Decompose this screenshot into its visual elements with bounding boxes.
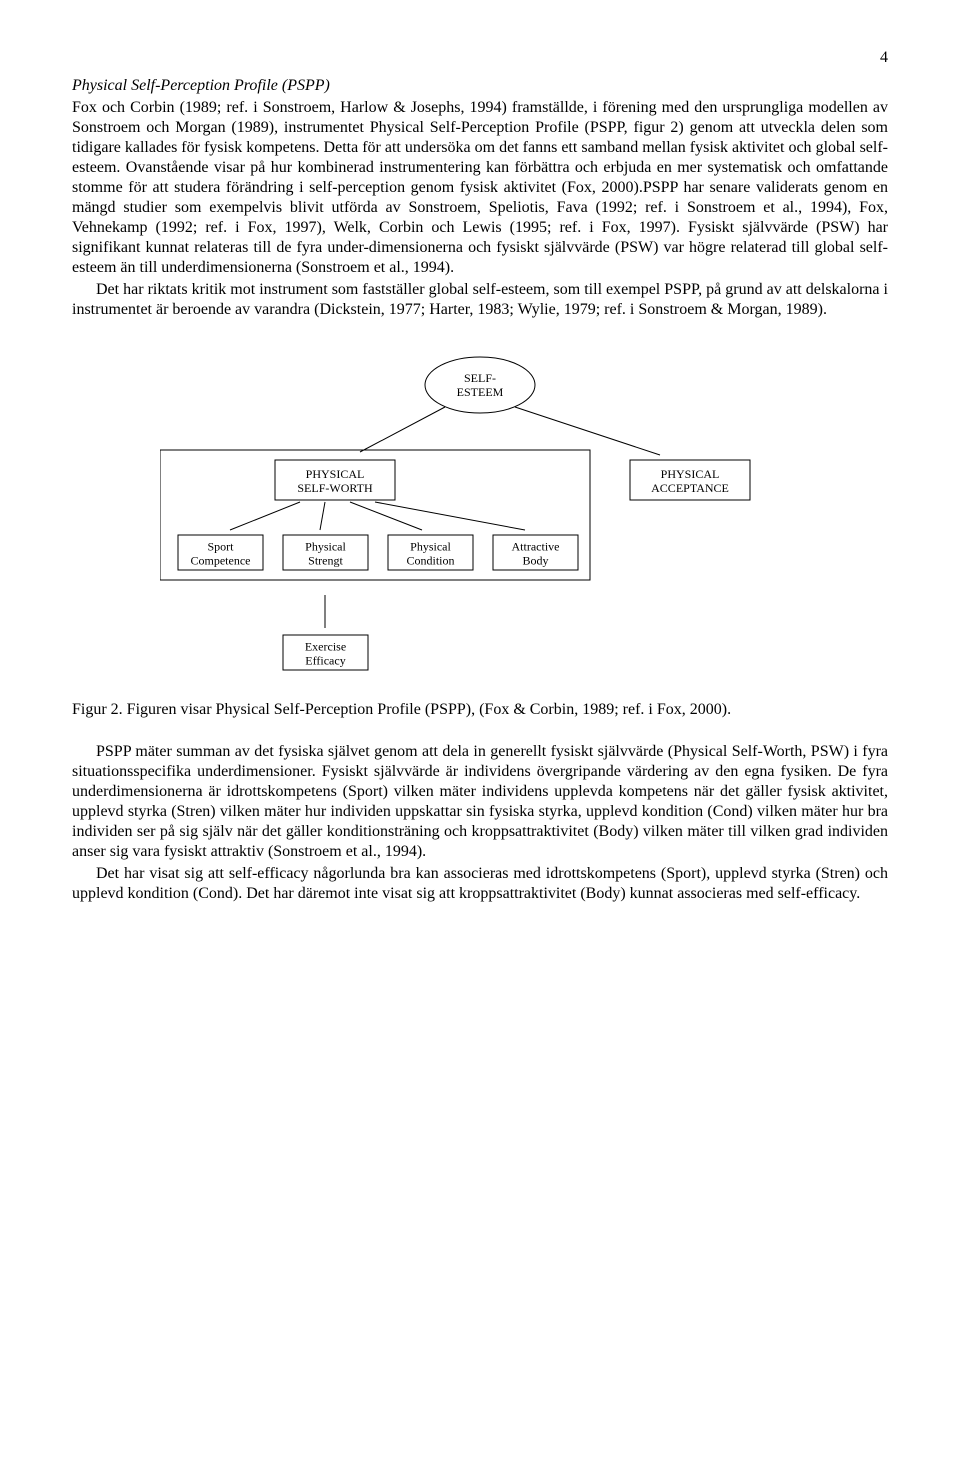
- svg-text:SELF-WORTH: SELF-WORTH: [297, 481, 373, 495]
- figure-caption: Figur 2. Figuren visar Physical Self-Per…: [72, 700, 888, 720]
- svg-text:Efficacy: Efficacy: [305, 654, 345, 668]
- svg-text:Condition: Condition: [406, 554, 454, 568]
- svg-text:SELF-: SELF-: [464, 371, 496, 385]
- paragraph-2: Det har riktats kritik mot instrument so…: [72, 280, 888, 320]
- svg-text:Body: Body: [522, 554, 548, 568]
- paragraph-1: Fox och Corbin (1989; ref. i Sonstroem, …: [72, 98, 888, 278]
- page-number: 4: [72, 48, 888, 68]
- svg-text:PHYSICAL: PHYSICAL: [661, 467, 720, 481]
- svg-text:Exercise: Exercise: [305, 640, 346, 654]
- paragraph-3: PSPP mäter summan av det fysiska självet…: [72, 742, 888, 862]
- svg-text:PHYSICAL: PHYSICAL: [306, 467, 365, 481]
- svg-text:Sport: Sport: [207, 540, 234, 554]
- svg-text:ESTEEM: ESTEEM: [457, 385, 504, 399]
- section-heading: Physical Self-Perception Profile (PSPP): [72, 76, 888, 96]
- svg-text:Strengt: Strengt: [308, 554, 343, 568]
- svg-text:Attractive: Attractive: [512, 540, 560, 554]
- paragraph-4: Det har visat sig att self-efficacy någo…: [72, 864, 888, 904]
- svg-text:ACCEPTANCE: ACCEPTANCE: [651, 481, 729, 495]
- pspp-diagram: SELF-ESTEEMPHYSICALSELF-WORTHPHYSICALACC…: [160, 350, 800, 680]
- svg-text:Physical: Physical: [305, 540, 346, 554]
- svg-text:Physical: Physical: [410, 540, 451, 554]
- svg-text:Competence: Competence: [191, 554, 251, 568]
